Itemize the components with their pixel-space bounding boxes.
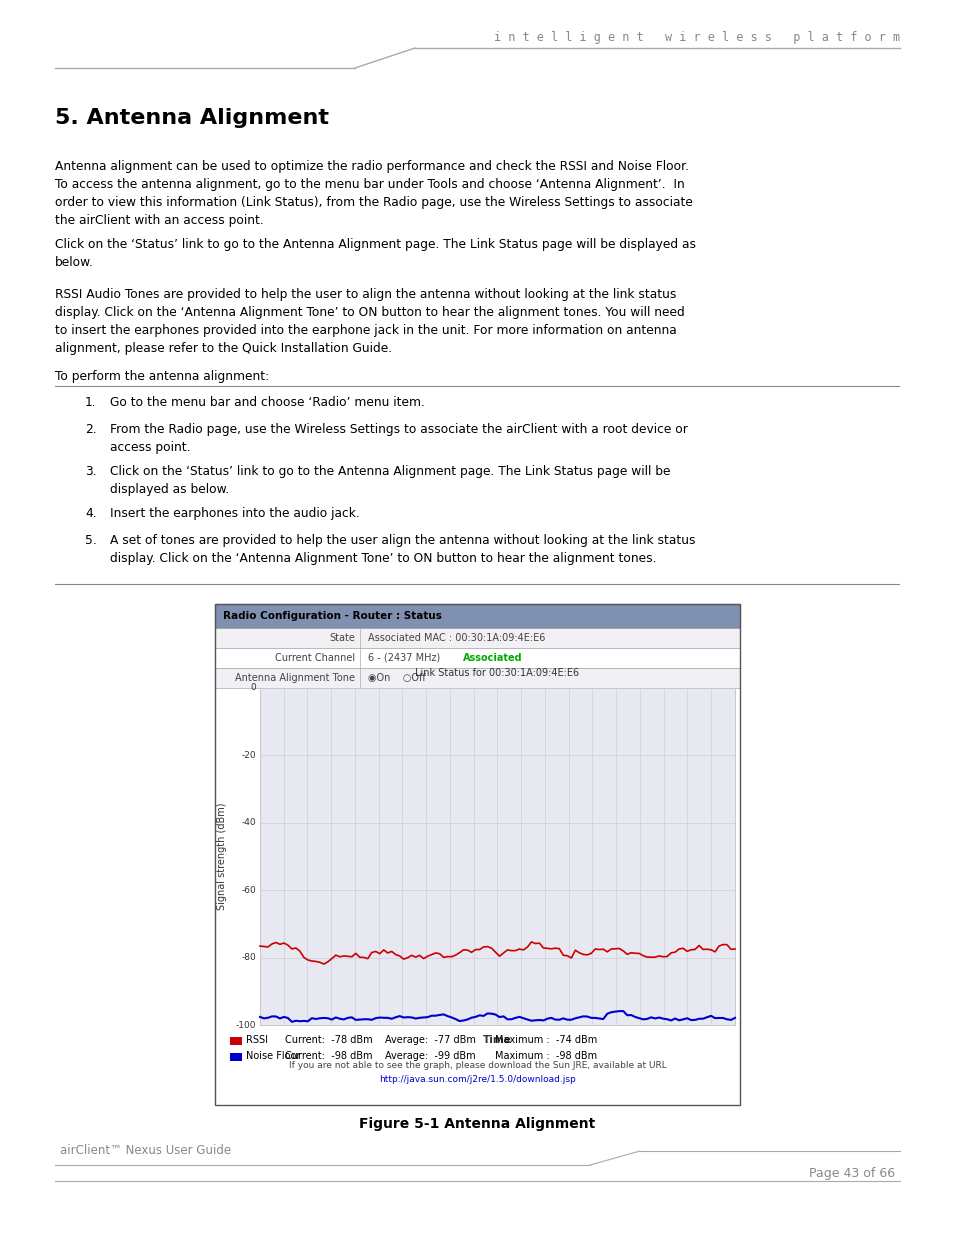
Text: Maximum :  -98 dBm: Maximum : -98 dBm	[495, 1051, 597, 1061]
Text: -20: -20	[241, 751, 255, 760]
Text: Insert the earphones into the audio jack.: Insert the earphones into the audio jack…	[110, 508, 359, 520]
Text: To perform the antenna alignment:: To perform the antenna alignment:	[55, 370, 269, 383]
Text: Figure 5-1 Antenna Alignment: Figure 5-1 Antenna Alignment	[358, 1116, 595, 1131]
Text: Go to the menu bar and choose ‘Radio’ menu item.: Go to the menu bar and choose ‘Radio’ me…	[110, 396, 424, 409]
Text: -100: -100	[235, 1020, 255, 1030]
Text: 3.: 3.	[85, 466, 96, 478]
Text: Noise Floor: Noise Floor	[246, 1051, 300, 1061]
Text: Radio Configuration - Router : Status: Radio Configuration - Router : Status	[223, 611, 441, 621]
Text: -60: -60	[241, 885, 255, 894]
Text: Time: Time	[482, 1035, 512, 1045]
Text: Signal strength (dBm): Signal strength (dBm)	[216, 803, 227, 910]
Bar	[214, 648, 740, 668]
Text: Antenna Alignment Tone: Antenna Alignment Tone	[234, 673, 355, 683]
Text: airClient™ Nexus User Guide: airClient™ Nexus User Guide	[60, 1144, 231, 1157]
Text: Associated MAC : 00:30:1A:09:4E:E6: Associated MAC : 00:30:1A:09:4E:E6	[368, 634, 545, 643]
Text: Current Channel: Current Channel	[274, 653, 355, 663]
Text: State: State	[329, 634, 355, 643]
Bar	[214, 629, 740, 648]
Text: http://java.sun.com/j2re/1.5.0/download.jsp: http://java.sun.com/j2re/1.5.0/download.…	[378, 1074, 576, 1083]
Text: -80: -80	[241, 953, 255, 962]
Text: 6 - (2437 MHz): 6 - (2437 MHz)	[368, 653, 439, 663]
Text: Click on the ‘Status’ link to go to the Antenna Alignment page. The Link Status : Click on the ‘Status’ link to go to the …	[55, 238, 696, 269]
Text: Click on the ‘Status’ link to go to the Antenna Alignment page. The Link Status : Click on the ‘Status’ link to go to the …	[110, 466, 670, 496]
Text: From the Radio page, use the Wireless Settings to associate the airClient with a: From the Radio page, use the Wireless Se…	[110, 424, 687, 454]
Bar	[230, 1037, 242, 1045]
Text: Current:  -98 dBm: Current: -98 dBm	[285, 1051, 372, 1061]
Text: -40: -40	[241, 819, 255, 827]
Text: Link Status for 00:30:1A:09:4E:E6: Link Status for 00:30:1A:09:4E:E6	[415, 668, 579, 678]
Text: Current:  -78 dBm: Current: -78 dBm	[285, 1035, 373, 1045]
Text: Associated: Associated	[462, 653, 522, 663]
Text: Average:  -99 dBm: Average: -99 dBm	[385, 1051, 476, 1061]
Bar	[214, 604, 740, 629]
Text: Maximum :  -74 dBm: Maximum : -74 dBm	[495, 1035, 597, 1045]
Text: If you are not able to see the graph, please download the Sun JRE, available at : If you are not able to see the graph, pl…	[289, 1061, 666, 1070]
Text: A set of tones are provided to help the user align the antenna without looking a: A set of tones are provided to help the …	[110, 534, 695, 564]
Text: 5.: 5.	[85, 534, 96, 547]
Text: 0: 0	[250, 683, 255, 693]
Bar	[260, 688, 734, 1025]
Text: RSSI Audio Tones are provided to help the user to align the antenna without look: RSSI Audio Tones are provided to help th…	[55, 288, 684, 354]
Text: RSSI: RSSI	[246, 1035, 268, 1045]
Text: ◉On    ○Off: ◉On ○Off	[368, 673, 425, 683]
Text: 2.: 2.	[85, 424, 96, 436]
Text: 5. Antenna Alignment: 5. Antenna Alignment	[55, 107, 329, 128]
Bar	[230, 1053, 242, 1061]
Text: i n t e l l i g e n t   w i r e l e s s   p l a t f o r m: i n t e l l i g e n t w i r e l e s s p …	[494, 31, 899, 44]
Text: 1.: 1.	[85, 396, 96, 409]
Bar	[214, 604, 740, 1105]
Text: Page 43 of 66: Page 43 of 66	[808, 1167, 894, 1179]
Text: Average:  -77 dBm: Average: -77 dBm	[385, 1035, 476, 1045]
Text: Antenna alignment can be used to optimize the radio performance and check the RS: Antenna alignment can be used to optimiz…	[55, 161, 692, 227]
Bar	[214, 668, 740, 688]
Text: 4.: 4.	[85, 508, 96, 520]
